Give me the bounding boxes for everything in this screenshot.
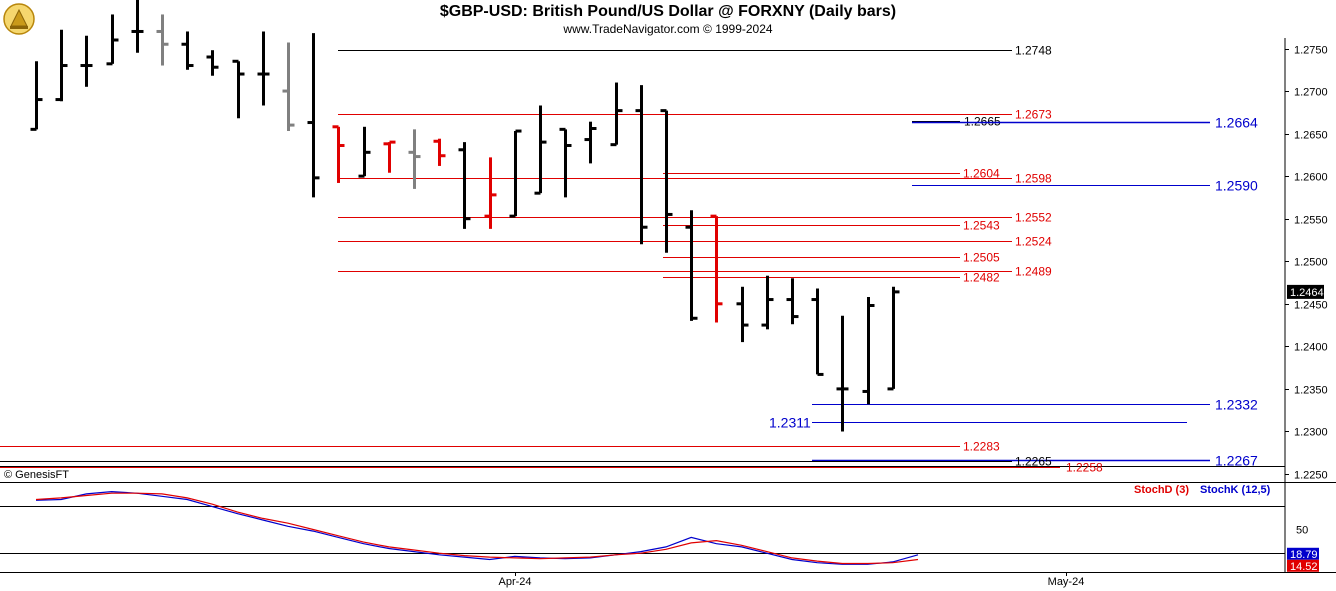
last-price-box bbox=[1287, 284, 1324, 299]
ohlc-bar bbox=[131, 0, 144, 53]
ohlc-bar bbox=[610, 82, 623, 147]
price-tick-label: 1.2500 bbox=[1294, 257, 1328, 269]
level-label-1.2265: 1.2265 bbox=[1015, 455, 1052, 469]
time-axis: Apr-24 May-24 bbox=[498, 572, 1084, 588]
time-tick-label: May-24 bbox=[1048, 576, 1085, 588]
last-price-label: 1.2464 bbox=[1290, 287, 1324, 299]
ohlc-bar bbox=[257, 31, 270, 106]
stoch-k-legend: StochK (12,5) bbox=[1200, 484, 1271, 496]
level-lines: 1.2748 1.2673 1.2665 1.2664 1.2604 1.2598 1.25… bbox=[0, 44, 1258, 475]
ohlc-bar bbox=[106, 14, 119, 66]
ohlc-bar bbox=[332, 125, 345, 183]
chart-header: $GBP-USD: British Pound/US Dollar @ FORX… bbox=[0, 0, 1336, 38]
trade-navigator-logo-icon bbox=[3, 3, 35, 35]
level-label-1.2748: 1.2748 bbox=[1015, 44, 1052, 58]
stoch-series-k bbox=[35, 490, 919, 565]
ohlc-bar bbox=[509, 129, 522, 218]
level-label-1.2258: 1.2258 bbox=[1066, 461, 1103, 475]
chart-subtitle: www.TradeNavigator.com © 1999-2024 bbox=[563, 22, 773, 36]
level-label-1.2505: 1.2505 bbox=[963, 251, 1000, 265]
stoch-d-value-box bbox=[1287, 559, 1319, 572]
ohlc-bar bbox=[408, 129, 421, 189]
ohlc-bar bbox=[484, 157, 497, 229]
axis-background bbox=[1286, 38, 1336, 468]
ohlc-bars bbox=[30, 0, 900, 432]
price-tick-label: 1.2650 bbox=[1294, 130, 1328, 142]
ohlc-bar bbox=[786, 278, 799, 325]
ohlc-bar bbox=[559, 127, 572, 198]
ohlc-bar bbox=[282, 42, 295, 132]
level-label-1.2267: 1.2267 bbox=[1215, 453, 1258, 469]
ohlc-bar bbox=[433, 138, 446, 166]
ohlc-bar bbox=[710, 214, 723, 323]
ohlc-bar bbox=[584, 121, 597, 164]
ohlc-bar bbox=[836, 315, 849, 432]
ohlc-bar bbox=[887, 286, 900, 391]
ohlc-bar bbox=[181, 31, 194, 70]
level-label-1.2332: 1.2332 bbox=[1215, 397, 1258, 413]
ohlc-bar bbox=[685, 210, 698, 321]
price-tick-label: 1.2250 bbox=[1294, 470, 1328, 482]
level-label-1.2552: 1.2552 bbox=[1015, 211, 1052, 225]
ohlc-bar bbox=[761, 275, 774, 330]
stochastic-panel: © GenesisFT StochD (3) StochK (12,5) 50 18.7… bbox=[0, 469, 1319, 573]
chart-title: $GBP-USD: British Pound/US Dollar @ FORX… bbox=[439, 3, 897, 20]
ohlc-bar bbox=[383, 140, 396, 173]
ohlc-bar bbox=[358, 126, 371, 178]
level-label-1.2489: 1.2489 bbox=[1015, 265, 1052, 279]
ohlc-bar bbox=[30, 61, 43, 131]
time-tick-label: Apr-24 bbox=[498, 576, 531, 588]
ohlc-bar bbox=[635, 85, 648, 245]
level-label-1.2598: 1.2598 bbox=[1015, 172, 1052, 186]
ohlc-bar bbox=[736, 286, 749, 343]
ohlc-bar bbox=[660, 109, 673, 253]
price-tick-label: 1.2300 bbox=[1294, 427, 1328, 439]
ohlc-bar bbox=[80, 35, 93, 87]
price-tick-label: 1.2350 bbox=[1294, 385, 1328, 397]
price-tick-label: 1.2550 bbox=[1294, 215, 1328, 227]
stoch-tick-label: 50 bbox=[1296, 525, 1308, 537]
level-label-1.2524: 1.2524 bbox=[1015, 235, 1052, 249]
ohlc-bar bbox=[232, 59, 245, 119]
level-label-1.2311: 1.2311 bbox=[769, 415, 811, 431]
ohlc-bar bbox=[55, 29, 68, 102]
level-label-1.2590: 1.2590 bbox=[1215, 178, 1258, 194]
stoch-d-legend: StochD (3) bbox=[1134, 484, 1189, 496]
price-tick-label: 1.2450 bbox=[1294, 300, 1328, 312]
price-tick-label: 1.2600 bbox=[1294, 172, 1328, 184]
price-axis: 1.2750 1.2700 1.2650 1.2600 1.2550 1.2500 1.24… bbox=[1285, 38, 1336, 482]
ohlc-bar bbox=[458, 142, 471, 229]
level-label-1.2673: 1.2673 bbox=[1015, 108, 1052, 122]
stoch-k-value: 18.79 bbox=[1290, 549, 1318, 561]
price-tick-label: 1.2750 bbox=[1294, 45, 1328, 57]
price-tick-label: 1.2400 bbox=[1294, 342, 1328, 354]
level-label-1.2543: 1.2543 bbox=[963, 219, 1000, 233]
copyright-label: © GenesisFT bbox=[4, 469, 69, 481]
price-tick-label: 1.2700 bbox=[1294, 87, 1328, 99]
level-label-1.2604: 1.2604 bbox=[963, 167, 1000, 181]
ohlc-bar bbox=[156, 14, 169, 66]
ohlc-bar bbox=[862, 296, 875, 405]
ohlc-bar bbox=[811, 288, 824, 376]
ohlc-bar bbox=[307, 33, 320, 198]
level-label-1.2665: 1.2665 bbox=[964, 115, 1001, 129]
level-label-1.2664: 1.2664 bbox=[1215, 115, 1258, 131]
level-label-1.2283: 1.2283 bbox=[963, 440, 1000, 454]
stoch-d-value: 14.52 bbox=[1290, 561, 1318, 573]
ohlc-bar bbox=[534, 105, 547, 195]
stoch-k-value-box bbox=[1287, 547, 1319, 560]
stoch-series-d bbox=[35, 492, 919, 565]
level-label-1.2482: 1.2482 bbox=[963, 271, 1000, 285]
ohlc-bar bbox=[206, 50, 219, 76]
